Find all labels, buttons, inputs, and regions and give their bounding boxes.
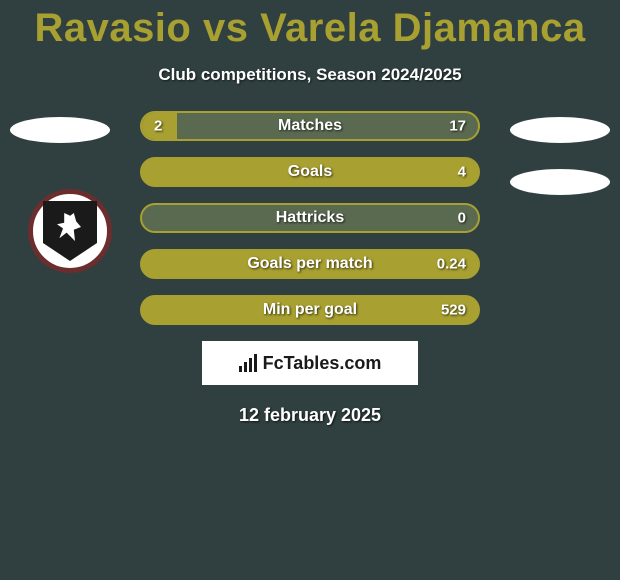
player-right-placeholder <box>510 117 610 143</box>
club-crest-icon <box>43 201 97 261</box>
stat-label: Goals <box>288 163 332 181</box>
stat-bar: Goals 4 <box>140 157 480 187</box>
player-left-placeholder <box>10 117 110 143</box>
stat-label: Goals per match <box>247 255 372 273</box>
stat-value-right: 0.24 <box>437 256 466 273</box>
stat-value-right: 529 <box>441 302 466 319</box>
stat-bar: 2 Matches 17 <box>140 111 480 141</box>
comparison-subtitle: Club competitions, Season 2024/2025 <box>0 65 620 85</box>
branding-box: FcTables.com <box>202 341 418 385</box>
stat-value-right: 0 <box>458 210 466 227</box>
stat-label: Hattricks <box>276 209 344 227</box>
comparison-title: Ravasio vs Varela Djamanca <box>0 0 620 51</box>
comparison-content: 2 Matches 17 Goals 4 Hattricks 0 Goals per matc… <box>0 111 620 426</box>
branding-text: FcTables.com <box>263 353 382 374</box>
stat-value-left: 2 <box>154 118 162 135</box>
footer-date: 12 february 2025 <box>0 405 620 426</box>
stat-bar: Min per goal 529 <box>140 295 480 325</box>
stat-value-right: 17 <box>449 118 466 135</box>
stat-label: Min per goal <box>263 301 357 319</box>
player-right-placeholder-2 <box>510 169 610 195</box>
chart-icon <box>239 354 257 372</box>
stat-bars: 2 Matches 17 Goals 4 Hattricks 0 Goals per matc… <box>140 111 480 325</box>
stat-bar: Goals per match 0.24 <box>140 249 480 279</box>
stat-bar: Hattricks 0 <box>140 203 480 233</box>
stat-label: Matches <box>278 117 342 135</box>
stat-value-right: 4 <box>458 164 466 181</box>
club-badge-left <box>28 189 112 273</box>
